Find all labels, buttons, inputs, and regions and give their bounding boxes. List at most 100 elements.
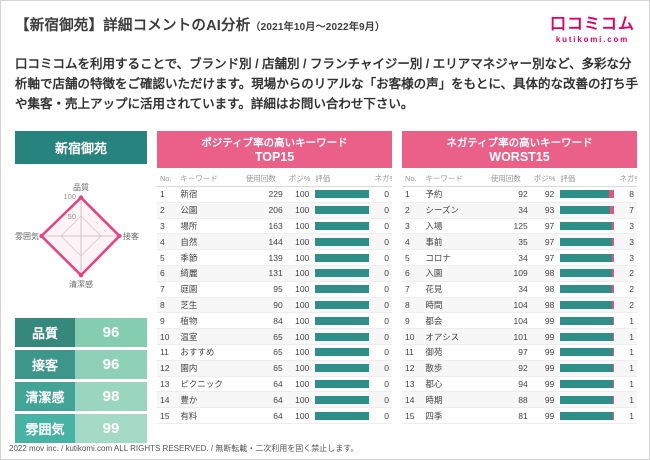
kutikomi-logo: 口コミコム kutikomi.com	[550, 10, 635, 44]
cell-count: 64	[242, 376, 286, 393]
cell-negative-rate: 3	[616, 249, 637, 266]
rating-bar	[315, 237, 369, 246]
rating-bar-negative	[612, 300, 614, 309]
cell-rating-bar	[557, 233, 617, 251]
cell-negative-rate: 0	[371, 233, 392, 251]
rating-bar-positive	[560, 379, 613, 388]
cell-positive-rate: 100	[285, 376, 313, 393]
column-header: 評価	[312, 171, 372, 187]
store-panel: 新宿御苑 品質 接客 清潔感 雰囲気 100 50 品質 96 接客 96 清潔感 98 雰囲気 99	[15, 131, 147, 443]
rating-bar	[560, 285, 614, 294]
logo-row: 口コミコム	[550, 10, 635, 34]
keyword-row: 3 場所 163 100 0	[157, 218, 392, 235]
cell-keyword: 四季	[422, 407, 488, 424]
keyword-row: 6 入園 109 98 2	[402, 265, 637, 282]
cell-count: 95	[242, 281, 286, 298]
rating-bar	[315, 269, 369, 278]
negative-title: ネガティブ率の高いキーワード	[446, 137, 593, 149]
cell-no: 12	[402, 360, 423, 377]
score-row: 雰囲気 99	[15, 414, 147, 443]
cell-keyword: 場所	[177, 218, 243, 235]
column-header: キーワード	[177, 171, 243, 187]
cell-count: 144	[242, 233, 286, 251]
cell-count: 92	[487, 186, 531, 203]
rating-bar-positive	[560, 190, 610, 199]
radar-tick-label: 100	[63, 192, 76, 201]
cell-keyword: 庭園	[177, 281, 243, 298]
rating-bar-negative	[612, 395, 614, 404]
cell-positive-rate: 100	[285, 328, 313, 345]
keyword-row: 9 都会 104 99 1	[402, 312, 637, 330]
cell-no: 8	[157, 297, 178, 314]
rating-bar-positive	[560, 300, 613, 309]
cell-count: 81	[487, 407, 531, 424]
cell-keyword: 散歩	[422, 360, 488, 377]
cell-negative-rate: 1	[616, 407, 637, 424]
keyword-row: 13 都心 94 99 1	[402, 376, 637, 393]
cell-rating-bar	[312, 391, 372, 409]
keyword-row: 4 自然 144 100 0	[157, 233, 392, 251]
cell-negative-rate: 2	[616, 297, 637, 314]
cell-rating-bar	[312, 328, 372, 345]
column-header: キーワード	[422, 171, 488, 187]
cell-negative-rate: 8	[616, 186, 637, 203]
cell-count: 94	[487, 376, 531, 393]
cell-keyword: 入園	[422, 265, 488, 282]
keyword-row: 14 時期 88 99 1	[402, 391, 637, 409]
cell-positive-rate: 98	[530, 265, 558, 282]
cell-positive-rate: 99	[530, 391, 558, 409]
cell-keyword: 事前	[422, 233, 488, 251]
rating-bar	[560, 332, 614, 341]
rating-bar	[315, 316, 369, 325]
rating-bar	[560, 364, 614, 373]
cell-count: 125	[487, 218, 531, 235]
positive-panel-header: ポジティブ率の高いキーワード TOP15	[157, 131, 392, 168]
score-value: 96	[75, 350, 147, 379]
cell-rating-bar	[312, 344, 372, 361]
radar-point	[117, 233, 122, 239]
cell-count: 97	[487, 344, 531, 361]
keyword-row: 4 事前 35 97 3	[402, 233, 637, 251]
cell-count: 65	[242, 328, 286, 345]
keyword-row: 2 シーズン 34 93 7	[402, 202, 637, 219]
rating-bar-negative	[612, 379, 614, 388]
rating-bar	[560, 221, 614, 230]
rating-bar-negative	[609, 206, 614, 215]
rating-bar-positive	[560, 237, 612, 246]
cell-no: 12	[157, 360, 178, 377]
rating-bar	[315, 206, 369, 215]
cell-rating-bar	[557, 376, 617, 393]
keyword-row: 2 公園 206 100 0	[157, 202, 392, 219]
keyword-row: 6 綺麗 131 100 0	[157, 265, 392, 282]
cell-positive-rate: 100	[285, 312, 313, 330]
cell-positive-rate: 97	[530, 249, 558, 266]
cell-no: 10	[402, 328, 423, 345]
cell-count: 104	[487, 297, 531, 314]
cell-count: 35	[487, 233, 531, 251]
negative-subtitle: WORST15	[489, 150, 550, 164]
cell-count: 90	[242, 297, 286, 314]
cell-no: 1	[402, 186, 423, 203]
rating-bar-positive	[560, 332, 613, 341]
cell-rating-bar	[557, 218, 617, 235]
cell-positive-rate: 99	[530, 312, 558, 330]
rating-bar	[315, 395, 369, 404]
intro-text: 口コミコムを利用することで、ブランド別 / 店舗別 / フランチャイジー別 / …	[15, 57, 639, 111]
rating-bar-negative	[612, 364, 614, 373]
cell-negative-rate: 1	[616, 360, 637, 377]
cell-count: 104	[487, 312, 531, 330]
cell-count: 131	[242, 265, 286, 282]
keyword-row: 5 季節 139 100 0	[157, 249, 392, 266]
rating-bar	[560, 190, 614, 199]
cell-keyword: 豊か	[177, 391, 243, 409]
cell-count: 109	[487, 265, 531, 282]
cell-keyword: 植物	[177, 312, 243, 330]
cell-negative-rate: 1	[616, 328, 637, 345]
rating-bar	[315, 221, 369, 230]
cell-no: 2	[157, 202, 178, 219]
cell-rating-bar	[312, 312, 372, 330]
keyword-row: 11 おすすめ 65 100 0	[157, 344, 392, 361]
cell-keyword: 時間	[422, 297, 488, 314]
